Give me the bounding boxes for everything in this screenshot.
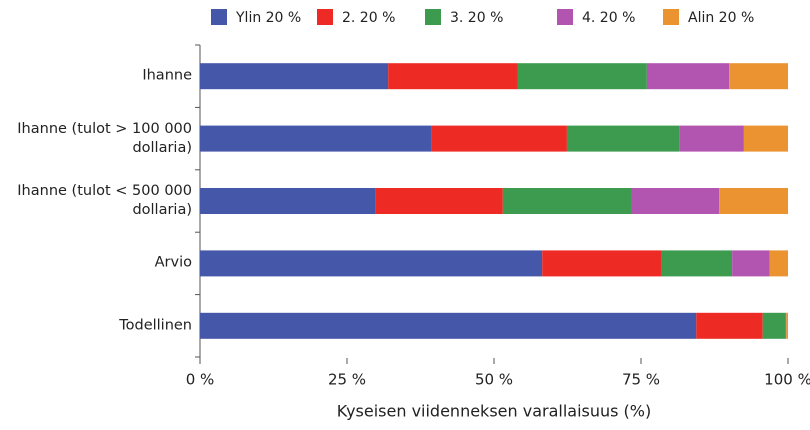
legend-label: 3. 20 %	[450, 10, 503, 26]
bar-segment	[200, 63, 389, 90]
x-tick-label: 100 %	[764, 371, 810, 389]
bar-segment	[646, 63, 730, 90]
bar-segment	[732, 250, 770, 277]
bar-segment	[696, 312, 763, 339]
bar-segment	[517, 63, 647, 90]
bar-segment	[200, 188, 376, 214]
bar-segment	[200, 125, 432, 152]
bar-segment	[200, 250, 543, 277]
bar-segment	[660, 250, 733, 277]
legend-swatch	[663, 9, 679, 25]
y-tick-label: Ihanne	[142, 67, 192, 84]
bar-segment	[375, 188, 503, 214]
x-tick-label: 50 %	[475, 371, 513, 389]
bar-segment	[762, 312, 786, 339]
y-tick-label: Arvio	[154, 254, 192, 271]
legend-label: Ylin 20 %	[235, 10, 301, 26]
bar-segment	[785, 312, 787, 339]
legend-swatch	[317, 9, 333, 25]
x-axis-title: Kyseisen viidenneksen varallaisuus (%)	[337, 402, 652, 421]
x-tick-label: 75 %	[622, 371, 660, 389]
legend-swatch	[211, 9, 227, 25]
bar-segment	[542, 250, 661, 277]
bar-segment	[200, 312, 697, 339]
legend-label: 2. 20 %	[342, 10, 395, 26]
bar-segment	[631, 188, 720, 214]
x-tick-label: 0 %	[186, 371, 215, 389]
bar-segment	[743, 125, 788, 152]
legend-label: Alin 20 %	[688, 10, 754, 26]
bar-segment	[679, 125, 744, 152]
legend-label: 4. 20 %	[582, 10, 635, 26]
bar-segment	[786, 312, 788, 339]
bar-segment	[502, 188, 632, 214]
legend-swatch	[425, 9, 441, 25]
legend-swatch	[557, 9, 573, 25]
bar-segment	[729, 63, 788, 90]
bar-segment	[566, 125, 680, 152]
bar-segment	[719, 188, 788, 214]
bar-segment	[388, 63, 518, 90]
y-tick-label: Ihanne (tulot > 100 000 dollaria)	[17, 120, 192, 156]
x-tick-label: 25 %	[328, 371, 366, 389]
bar-segment	[769, 250, 788, 277]
y-tick-label: Ihanne (tulot < 500 000 dollaria)	[17, 183, 192, 218]
bar-segment	[431, 125, 567, 152]
y-tick-label: Todellinen	[119, 317, 192, 334]
